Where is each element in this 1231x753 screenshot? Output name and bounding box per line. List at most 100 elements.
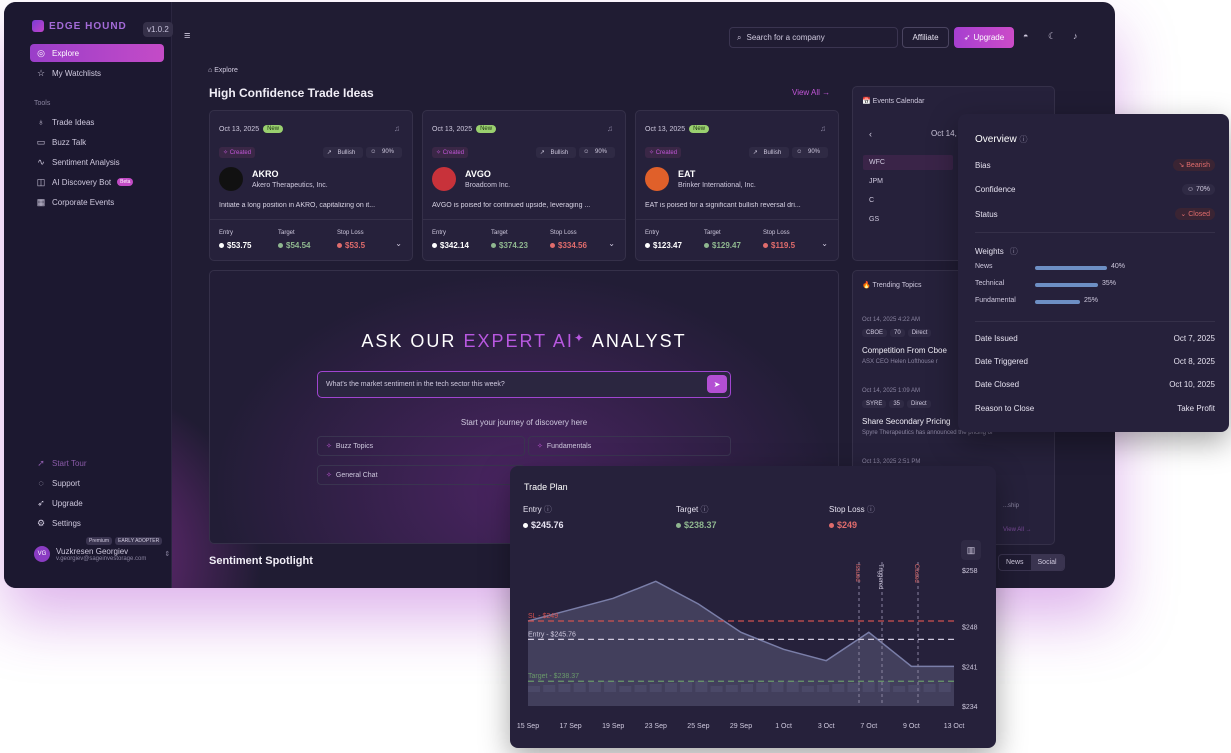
send-icon: ➤ (713, 379, 721, 389)
gear-icon: ⚙ (36, 517, 46, 528)
divider (210, 219, 412, 220)
bell-icon[interactable]: ♪ (1073, 31, 1078, 41)
menu-icon[interactable]: ≡ (184, 30, 191, 42)
sidebar-item-start-tour[interactable]: ➚ Start Tour (30, 454, 164, 472)
search-input[interactable]: ⌕ Search for a company (729, 27, 898, 48)
weight-percent: 40% (1111, 263, 1126, 270)
bell-icon[interactable]: ♫ (607, 124, 613, 133)
chevron-down-icon[interactable]: ⌄ (608, 239, 615, 248)
entry-dot (432, 243, 437, 248)
entry-amount: $53.75 (227, 241, 252, 250)
chip-general-chat[interactable]: ✧ General Chat (317, 465, 525, 485)
x-tick-label: 25 Sep (687, 723, 709, 730)
moon-icon[interactable]: ☾ (1048, 31, 1057, 41)
company-logo (645, 167, 669, 191)
sidebar-item-label: My Watchlists (52, 68, 102, 78)
event-ticker: GS (869, 216, 880, 223)
trend-text: Bullish (759, 148, 786, 158)
topic-headline[interactable]: Competition From Cboe (862, 346, 947, 355)
tab-social[interactable]: Social (1030, 555, 1064, 570)
chevron-down-icon[interactable]: ⌄ (821, 239, 828, 248)
sidebar-item-trade-ideas[interactable]: ♁ Trade Ideas (30, 113, 164, 131)
x-tick-label: 9 Oct (903, 723, 920, 730)
entry-dot (645, 243, 650, 248)
sidebar-item-ai-bot[interactable]: ◫ AI Discovery Bot Beta (30, 173, 164, 191)
target-col: Target $374.23 (491, 230, 528, 250)
sidebar-item-sentiment[interactable]: ∿ Sentiment Analysis (30, 153, 164, 171)
trade-idea-card[interactable]: Oct 13, 2025 New ♫ ✧ Created ↗ Bullish ☺ 90% E… (635, 110, 839, 261)
row-value: Oct 8, 2025 (1173, 356, 1215, 366)
entry-value: $53.75 (219, 241, 251, 250)
tab-news[interactable]: News (1006, 559, 1024, 566)
target-col: Target $54.54 (278, 230, 310, 250)
chevron-left-icon[interactable]: ‹ (869, 129, 872, 139)
topic-headline[interactable]: Share Secondary Pricing (862, 417, 951, 426)
target-value: $54.54 (278, 241, 310, 250)
info-icon: ⓘ (866, 505, 875, 514)
event-row[interactable]: WFC (863, 155, 953, 170)
sidebar-item-buzz-talk[interactable]: ▭ Buzz Talk (30, 133, 164, 151)
confidence-badge: ☺ 90% (366, 147, 402, 158)
trade-idea-card[interactable]: Oct 13, 2025 New ♫ ✧ Created ↗ Bullish ☺ 90% A… (422, 110, 626, 261)
entry-col: Entry $123.47 (645, 230, 682, 250)
event-ticker: JPM (869, 178, 883, 185)
topic-date: Oct 13, 2025 2:51 PM (862, 459, 921, 465)
stop-value: $119.5 (763, 241, 795, 250)
sidebar-item-settings[interactable]: ⚙ Settings (30, 514, 164, 532)
affiliate-button[interactable]: Affiliate (902, 27, 949, 48)
chip-label: Fundamentals (546, 442, 592, 450)
x-tick-label: 15 Sep (517, 723, 539, 730)
ai-title-part: ANALYST (585, 331, 687, 351)
sidebar-item-corporate-events[interactable]: ▦ Corporate Events (30, 193, 164, 211)
sidebar-item-label: Explore (52, 48, 80, 58)
info-icon: ⓘ (543, 505, 552, 514)
x-tick-label: 23 Sep (645, 723, 667, 730)
sidebar-item-watchlists[interactable]: ☆ My Watchlists (30, 64, 164, 82)
event-row[interactable]: GS (863, 212, 953, 227)
weight-bar (1035, 283, 1098, 287)
overview-title-text: Overview (975, 134, 1017, 145)
sidebar-item-label: Settings (52, 518, 81, 528)
discord-icon[interactable]: ◓ (1023, 31, 1029, 41)
chip-label: General Chat (335, 471, 378, 479)
sidebar-item-label: Support (52, 478, 81, 488)
chip-fundamentals[interactable]: ✧ Fundamentals (528, 436, 731, 456)
sidebar-item-support[interactable]: ◌ Support (30, 474, 164, 492)
stop-amount: $119.5 (771, 241, 796, 250)
chart-type-button[interactable]: ▥ (961, 540, 981, 560)
tp-stop: Stop Loss ⓘ $249 (829, 504, 875, 530)
user-profile[interactable]: VG Vuzkresen Georgiev v.georgiev@sageinve… (34, 546, 170, 562)
entry-label: Entry (645, 230, 660, 236)
view-all-link[interactable]: View All → (792, 88, 831, 97)
weight-row: News 40% (975, 263, 1215, 273)
bell-icon[interactable]: ♫ (394, 124, 400, 133)
version-badge: v1.0.2 (143, 22, 173, 37)
divider (975, 321, 1215, 322)
target-amount: $129.47 (712, 241, 741, 250)
upgrade-button[interactable]: ➶ Upgrade (954, 27, 1014, 48)
trade-idea-card[interactable]: Oct 13, 2025 New ♫ ✧ Created ↗ Bullish ☺ 90% A… (209, 110, 413, 261)
sidebar-item-label: Start Tour (52, 458, 87, 468)
event-row[interactable]: JPM (863, 174, 953, 189)
bell-icon[interactable]: ♫ (820, 124, 826, 133)
page-title: High Confidence Trade Ideas (209, 86, 374, 100)
send-button[interactable]: ➤ (707, 375, 727, 393)
trending-view-all[interactable]: View All → (1003, 527, 1032, 533)
breadcrumb[interactable]: ⌂ Explore (208, 67, 238, 74)
breadcrumb-label: Explore (214, 67, 238, 74)
event-row[interactable]: C (863, 193, 953, 208)
chevron-down-icon[interactable]: ⌄ (395, 239, 402, 248)
brand-logo[interactable]: EDGE HOUND (32, 20, 127, 32)
sidebar-item-explore[interactable]: ◎ Explore (30, 44, 164, 62)
ai-question-input[interactable]: What's the market sentiment in the tech … (317, 371, 731, 398)
tp-entry-amount: $245.76 (531, 520, 564, 530)
topic-tag: CBOE (862, 329, 888, 337)
rocket-icon: ➶ (37, 497, 45, 508)
card-date: Oct 13, 2025 New (219, 125, 284, 133)
card-tags: ↗ Bullish ☺ 90% (748, 147, 828, 158)
chip-buzz-topics[interactable]: ✧ Buzz Topics (317, 436, 525, 456)
tp-target-label: Target (676, 505, 699, 514)
chevron-updown-icon: ⇕ (164, 551, 171, 558)
sidebar-item-upgrade[interactable]: ➶ Upgrade (30, 494, 164, 512)
topbar: ≡ ⌕ Search for a company Affiliate ➶ Upgra… (172, 22, 1115, 56)
